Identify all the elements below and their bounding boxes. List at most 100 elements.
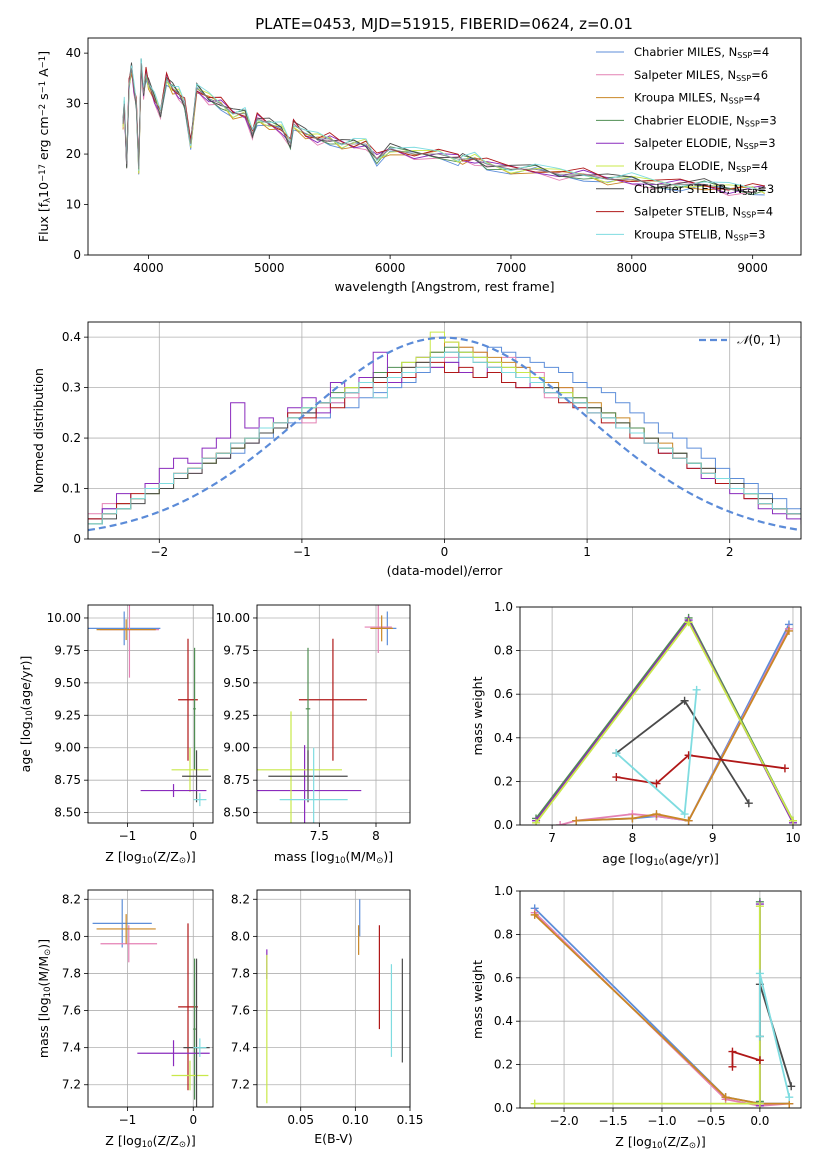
error-bar-point <box>279 747 348 823</box>
plus-marker <box>612 773 621 782</box>
histogram-step <box>88 346 801 539</box>
y-tick-label: 8.2 <box>231 892 250 906</box>
mass-vs-metallicity-panel: −1 0 7.2 7.4 7.6 7.8 8.0 8.2 Z [log10(Z/Z⊙)] mass… <box>36 889 214 1150</box>
y-tick-label: 7.6 <box>62 1004 81 1018</box>
y-tick-label: 0.1 <box>62 482 81 496</box>
y-tick-label: 7.2 <box>62 1078 81 1092</box>
y-tick-label: 0.8 <box>494 927 513 941</box>
plus-marker <box>684 618 693 627</box>
y-tick-label: 0 <box>73 248 81 262</box>
plus-marker <box>755 1099 764 1108</box>
y-tick-label: 9.50 <box>223 676 250 690</box>
y-tick-label: 7.6 <box>231 1004 250 1018</box>
mass-vs-reddening-panel: 0.05 0.10 0.15 7.2 7.4 7.6 7.8 8.0 8.2 E(B-V) <box>231 889 424 1146</box>
y-tick-label: 0.8 <box>494 644 513 658</box>
error-bar-point <box>182 750 212 803</box>
y-tick-label: 8.50 <box>54 806 81 820</box>
plot-area <box>257 605 397 823</box>
plus-marker <box>684 816 693 825</box>
observed-spectrum-line <box>122 63 765 190</box>
plus-marker <box>652 779 661 788</box>
plot-area <box>92 899 210 1107</box>
plot-area <box>530 897 796 1108</box>
plot-area <box>122 58 765 197</box>
axes-frame <box>87 889 214 1108</box>
x-tick-label: 1 <box>583 545 591 559</box>
error-bar-point <box>268 750 348 803</box>
y-tick-label: 40 <box>66 46 81 60</box>
x-tick-label: −1 <box>119 1113 137 1127</box>
x-tick-label: 5000 <box>254 261 285 275</box>
model-spectrum-line <box>122 58 765 192</box>
plus-marker <box>680 696 689 705</box>
x-tick-label: 2 <box>726 545 734 559</box>
x-tick-label: 0.0 <box>750 1114 769 1128</box>
x-tick-label: −2.0 <box>549 1114 578 1128</box>
model-spectrum-line <box>122 65 765 197</box>
error-bar-point <box>193 1038 207 1057</box>
plus-marker <box>628 814 637 823</box>
y-tick-label: 9.75 <box>54 643 81 657</box>
plus-marker <box>530 910 539 919</box>
y-tick-label: 0.0 <box>494 1101 513 1115</box>
model-spectrum-line <box>122 62 765 194</box>
mass-weight-line <box>535 616 794 822</box>
x-tick-label: 0 <box>189 829 197 843</box>
x-axis-label: Z [log10(Z/Z⊙)] <box>105 849 195 866</box>
error-bar-point <box>298 638 367 761</box>
plot-area <box>266 899 403 1104</box>
plus-marker <box>728 1062 737 1071</box>
y-axis-label: mass [log10(M/M⊙)] <box>36 939 53 1058</box>
plus-marker <box>532 818 541 825</box>
y-tick-label: 0.0 <box>494 818 513 832</box>
error-bar-point <box>96 619 156 641</box>
legend-label: Chabrier ELODIE, NSSP=3 <box>634 113 777 128</box>
x-tick-label: 8000 <box>617 261 648 275</box>
histogram-step <box>88 346 801 539</box>
y-tick-label: 8.0 <box>62 929 81 943</box>
plus-marker <box>680 810 689 819</box>
error-bar-point <box>193 647 196 770</box>
x-axis-label: Z [log10(Z/Z⊙)] <box>615 1134 705 1151</box>
plus-marker <box>755 969 764 978</box>
plot-area <box>532 613 797 825</box>
spectrum-panel: 4000 5000 6000 7000 8000 9000 0 10 20 30 40 wavelen… <box>36 37 802 294</box>
error-bar-point <box>364 605 392 654</box>
x-axis-label: age [log10(age/yr)] <box>602 851 719 868</box>
model-spectrum-line <box>122 67 765 194</box>
y-tick-label: 0.6 <box>494 971 513 985</box>
error-bar-point <box>193 793 207 807</box>
legend-label: Salpeter ELODIE, NSSP=3 <box>634 136 776 151</box>
y-tick-label: 0.3 <box>62 381 81 395</box>
legend-label: Kroupa ELODIE, NSSP=4 <box>634 159 768 174</box>
mass-weight-line <box>534 906 761 1105</box>
histogram-step <box>88 331 801 539</box>
legend-label: Chabrier STELIB, NSSP=3 <box>634 182 774 197</box>
plus-marker <box>652 810 661 819</box>
model-spectrum-line <box>122 66 765 195</box>
x-tick-label: 0.15 <box>397 1113 424 1127</box>
y-tick-label: 0.4 <box>62 330 81 344</box>
axes-frame <box>256 604 411 824</box>
x-tick-label: −1.5 <box>598 1114 627 1128</box>
axes-frame <box>87 604 214 824</box>
error-bar-point <box>257 745 362 823</box>
plus-marker <box>788 816 797 825</box>
y-tick-label: 7.8 <box>62 966 81 980</box>
plus-marker <box>780 764 789 773</box>
weight-vs-metallicity-panel: −2.0 −1.5 −1.0 −0.5 0.0 0.0 0.2 0.4 0.6 0.8 1.0 Z [… <box>470 884 802 1151</box>
mass-weight-line <box>615 689 698 816</box>
x-tick-label: 0.10 <box>342 1113 369 1127</box>
axes-frame <box>87 37 802 256</box>
plot-area <box>88 331 801 539</box>
x-tick-label: 8 <box>372 829 380 843</box>
plus-marker <box>744 799 753 808</box>
x-axis-label: Z [log10(Z/Z⊙)] <box>105 1133 195 1150</box>
y-tick-label: 10 <box>66 198 81 212</box>
y-tick-label: 0 <box>73 532 81 546</box>
legend-label: Salpeter STELIB, NSSP=4 <box>634 205 773 220</box>
error-bar-point <box>88 611 161 646</box>
error-bar-point <box>171 1060 209 1091</box>
histogram-step <box>88 351 801 539</box>
